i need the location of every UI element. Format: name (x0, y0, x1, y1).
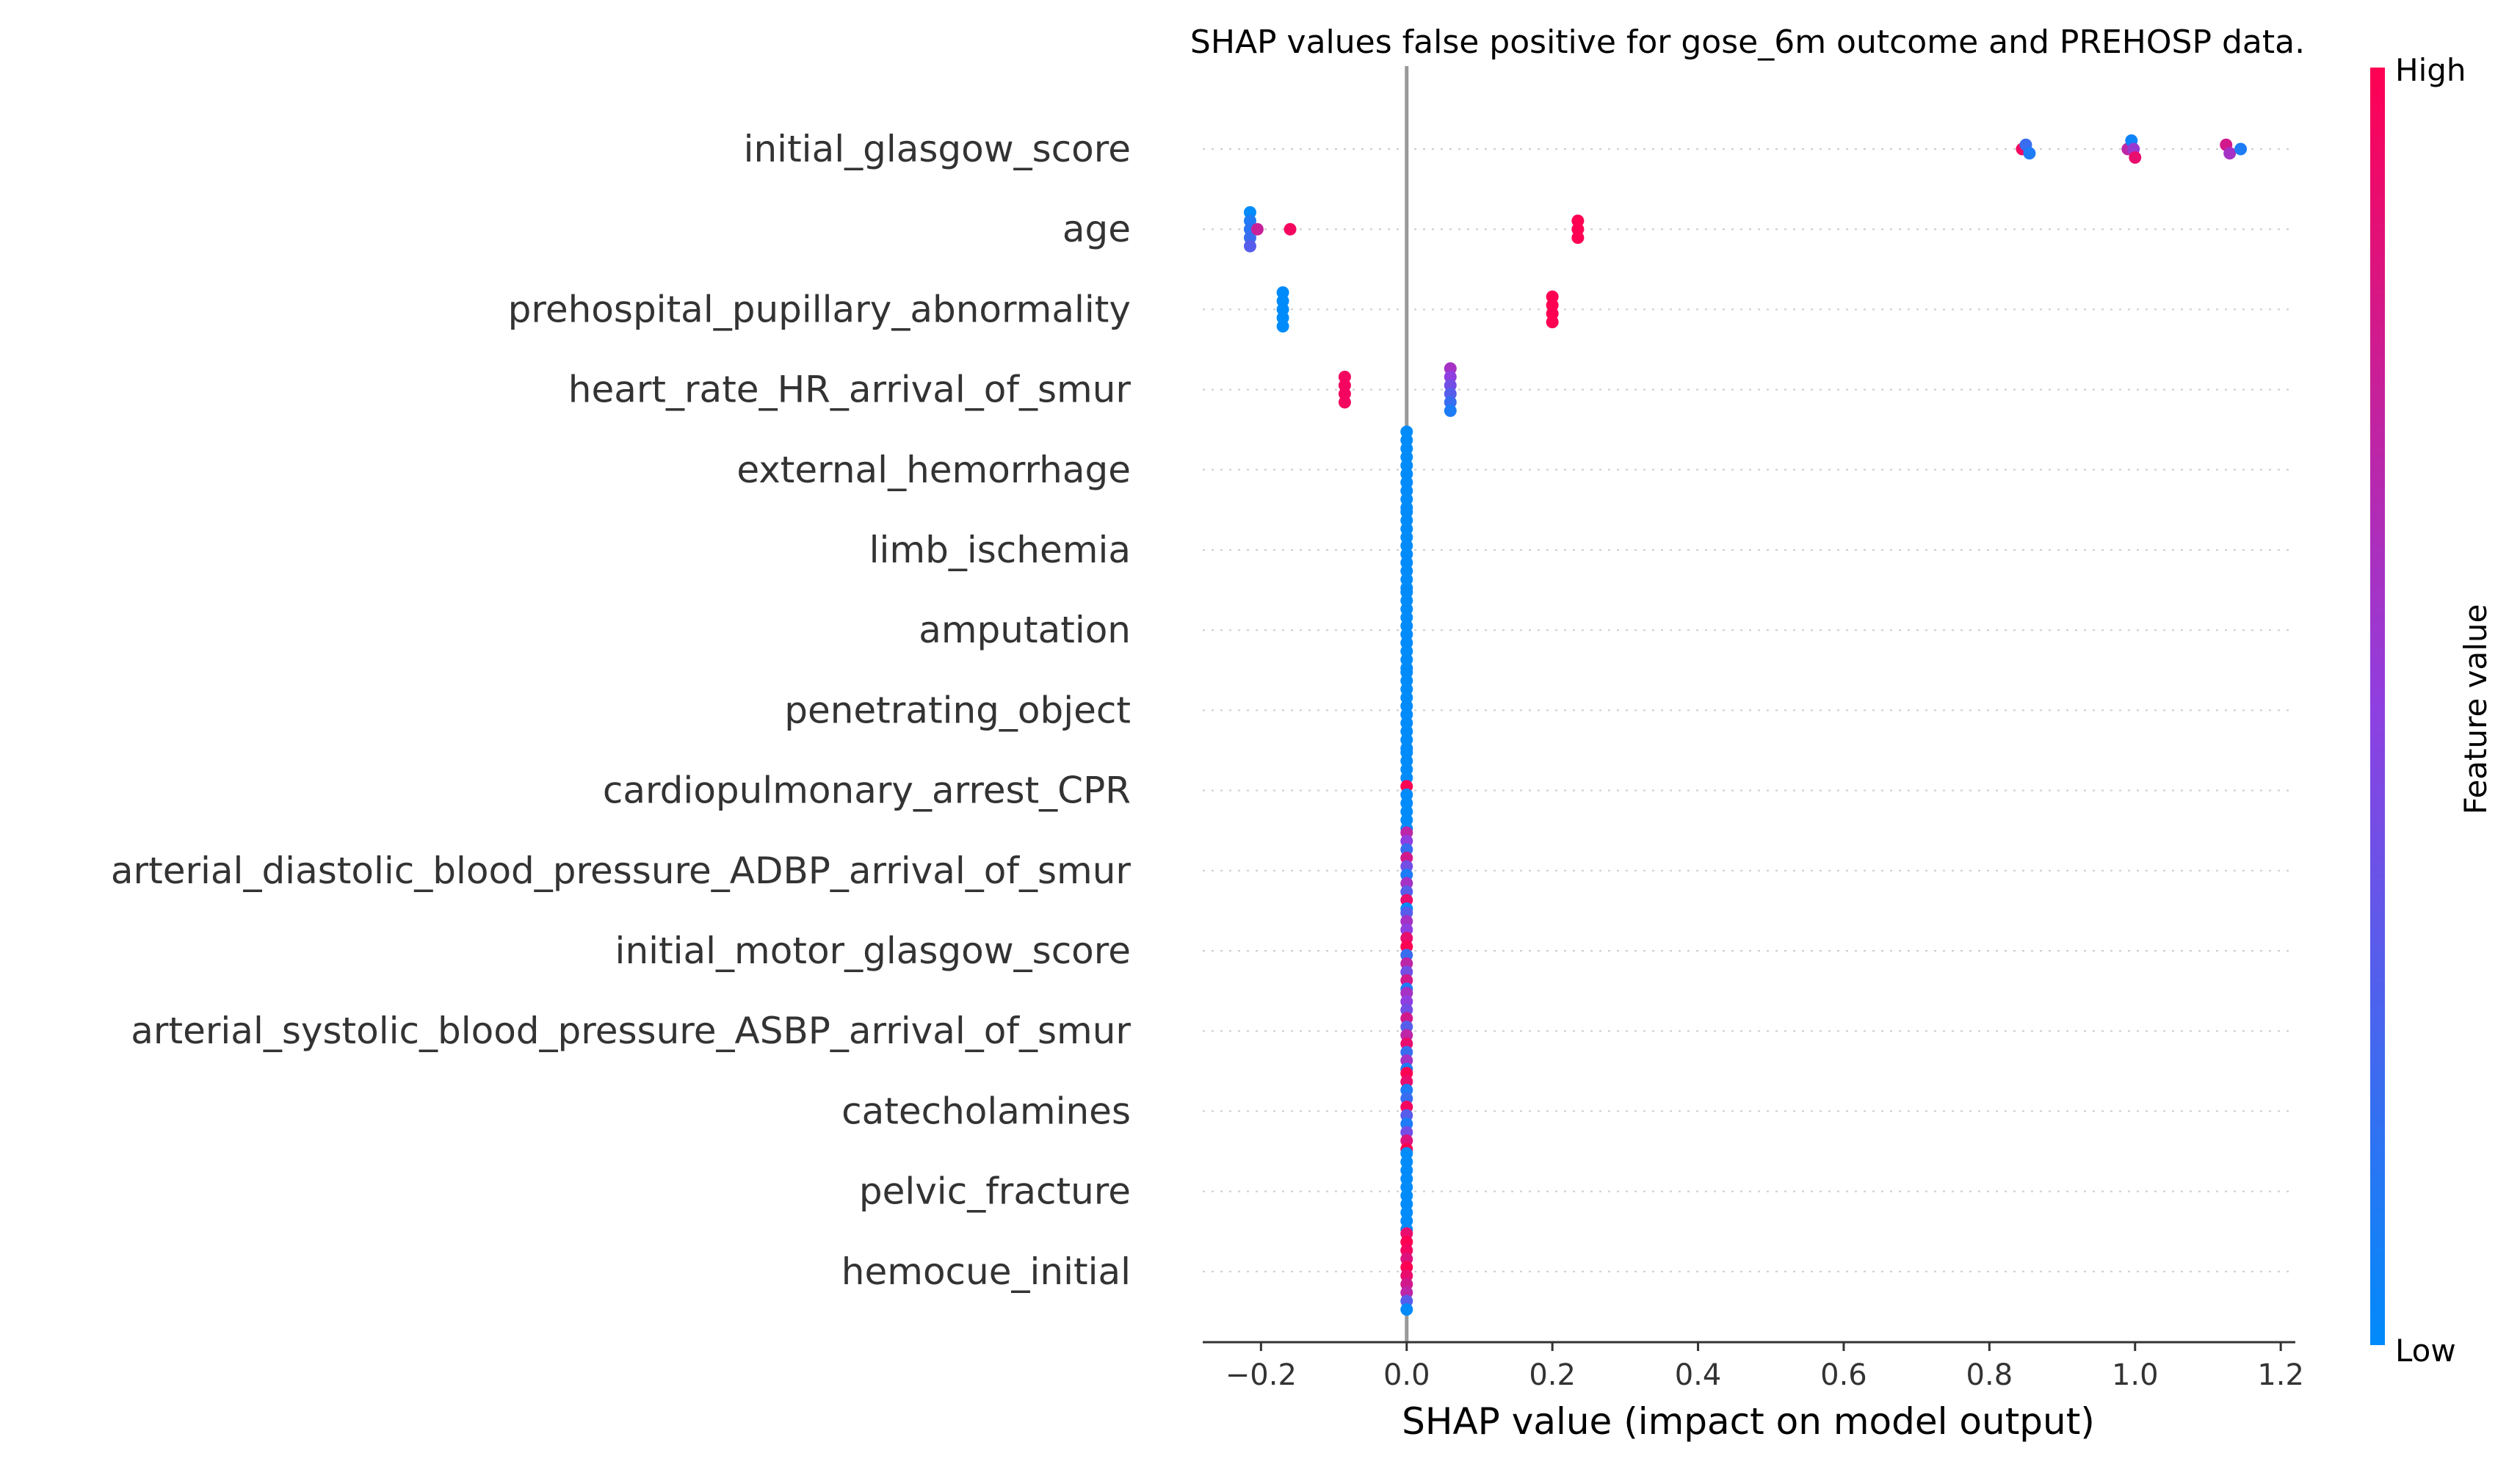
x-tick-label: −0.2 (1225, 1358, 1297, 1392)
feature-label: arterial_diastolic_blood_pressure_ADBP_a… (111, 850, 1132, 892)
feature-label: heart_rate_HR_arrival_of_smur (568, 369, 1132, 411)
x-tick-label: 0.2 (1529, 1358, 1576, 1392)
x-tick-label: 1.2 (2257, 1358, 2304, 1392)
x-tick-label: 0.0 (1383, 1358, 1430, 1392)
feature-label: catecholamines (841, 1090, 1131, 1132)
x-tick-label: 0.6 (1820, 1358, 1867, 1392)
row-guide-lines (1203, 148, 2295, 1272)
feature-label: age (1062, 208, 1131, 250)
x-tick-label: 1.0 (2112, 1358, 2159, 1392)
feature-label: amputation (919, 609, 1131, 651)
shap-point (1571, 231, 1585, 245)
x-axis-label: SHAP value (impact on model output) (1402, 1400, 2095, 1443)
colorbar (2370, 68, 2385, 1345)
feature-label: limb_ischemia (869, 529, 1131, 571)
colorbar-high-label: High (2395, 52, 2466, 88)
feature-label: pelvic_fracture (859, 1170, 1131, 1213)
shap-point (1276, 319, 1289, 333)
colorbar-low-label: Low (2395, 1333, 2456, 1369)
shap-points (1243, 134, 2248, 1316)
shap-point (1250, 222, 1264, 236)
shap-point (1546, 316, 1559, 329)
x-tick-label: 0.8 (1966, 1358, 2013, 1392)
shap-point (1444, 404, 1457, 417)
colorbar-title: Feature value (2458, 604, 2494, 815)
shap-point (2234, 142, 2248, 156)
feature-label: hemocue_initial (841, 1250, 1131, 1293)
feature-label: prehospital_pupillary_abnormality (508, 288, 1131, 330)
shap-point (2129, 151, 2142, 164)
feature-label: cardiopulmonary_arrest_CPR (603, 769, 1131, 812)
shap-point (1400, 1303, 1413, 1316)
x-tick-label: 0.4 (1675, 1358, 1722, 1392)
shap-point (2023, 147, 2036, 160)
x-axis-ticks: −0.2 0.0 0.2 0.4 0.6 0.8 1.0 1.2 (1225, 1342, 2304, 1392)
feature-label: penetrating_object (784, 689, 1131, 731)
shap-point (2223, 147, 2237, 160)
feature-label: initial_motor_glasgow_score (615, 930, 1131, 972)
feature-label: arterial_systolic_blood_pressure_ASBP_ar… (131, 1010, 1131, 1052)
shap-point (1283, 222, 1297, 236)
shap-point (1338, 396, 1351, 409)
feature-label: initial_glasgow_score (744, 128, 1131, 170)
feature-label: external_hemorrhage (736, 449, 1131, 491)
shap-point (1243, 239, 1256, 253)
chart-title: SHAP values false positive for gose_6m o… (1190, 23, 2305, 61)
